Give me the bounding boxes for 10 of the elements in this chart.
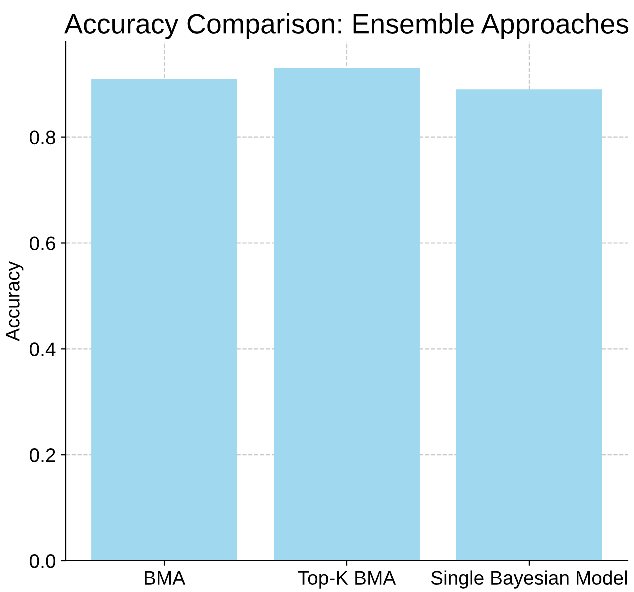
chart-title: Accuracy Comparison: Ensemble Approaches xyxy=(64,14,629,40)
y-axis-title: Accuracy xyxy=(6,262,24,342)
y-tick-label: 0.0 xyxy=(30,554,56,568)
x-tick-label: BMA xyxy=(145,571,186,585)
x-tick-label: Top-K BMA xyxy=(298,571,396,589)
y-tick-label: 0.8 xyxy=(30,130,56,145)
y-tick-label: 0.6 xyxy=(30,236,56,250)
y-tick-label: 0.4 xyxy=(30,342,56,356)
x-tick-label: Single Bayesian Model xyxy=(431,570,628,589)
y-tick-label: 0.2 xyxy=(30,448,56,462)
